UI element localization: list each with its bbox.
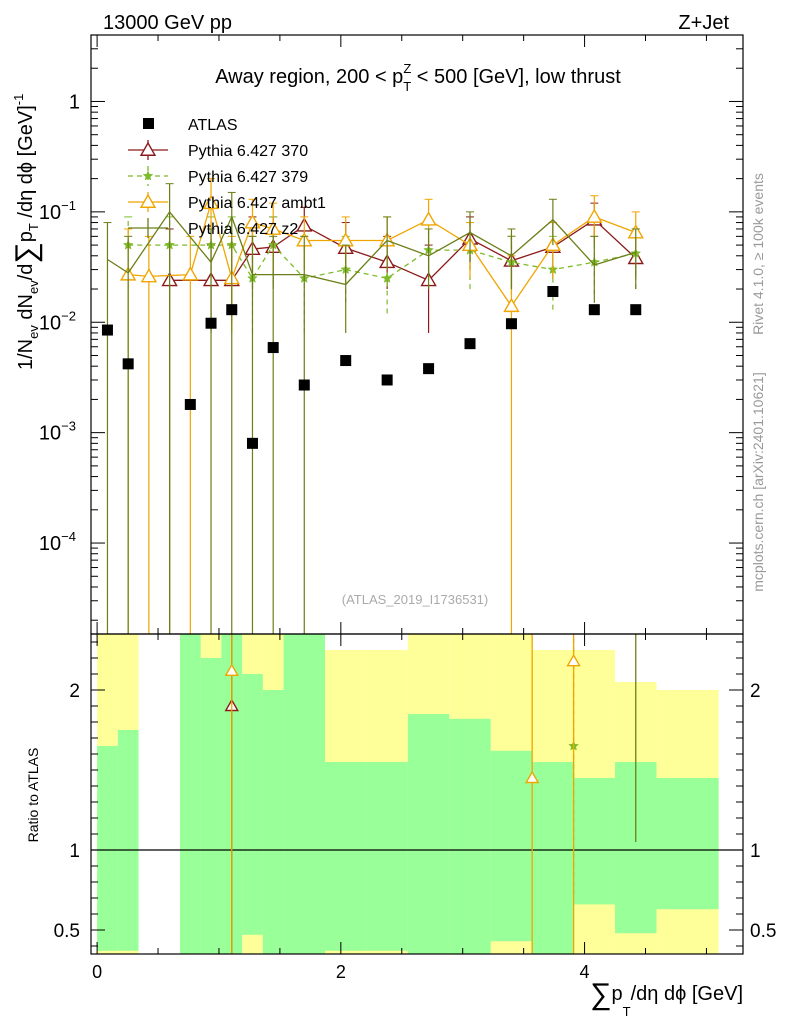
atlas-point-4: [184, 398, 196, 410]
atlas-point-8: [267, 342, 279, 354]
marker-pythia-6-427-ambt1-2: [182, 266, 199, 281]
ratio-band-green-1: [117, 730, 139, 951]
marker-pythia-6-427-ambt1-10: [420, 211, 437, 226]
legend-label-pythia-6-427-370: Pythia 6.427 370: [188, 143, 308, 160]
ratio-band-green-12: [407, 714, 450, 954]
legend-label-pythia-6-427-z2: Pythia 6.427 z2: [188, 221, 298, 238]
y-axis-label-main: 1/Nev dNev/d∑pT /dη dϕ [GeV]-1: [10, 94, 43, 370]
ratio-plot: [91, 634, 743, 954]
x-tick-label-0: 0: [92, 962, 102, 982]
y-tick-label-main-2: 10−2: [39, 308, 76, 334]
x-tick-label-2: 4: [580, 962, 590, 982]
analysis-watermark: (ATLAS_2019_I1736531): [342, 592, 488, 607]
header-energy: 13000 GeV pp: [103, 12, 232, 34]
marker-pythia-6-427-ambt1-6: [264, 220, 282, 235]
series-line-pythia-6-427-ambt1: [128, 200, 637, 308]
ratio-tick-label-left-1: 1: [69, 841, 80, 862]
y-tick-label-main-0: 1: [69, 91, 80, 113]
legend-label-pythia-6-427-ambt1: Pythia 6.427 ambt1: [188, 195, 326, 212]
ratio-tick-label-right-0: 2: [750, 681, 761, 702]
legend-marker-pythia-6-427-370: [139, 141, 157, 156]
x-axis-label: ∑pT/dη dϕ [GeV]: [590, 978, 743, 1019]
atlas-point-15: [547, 285, 559, 297]
marker-pythia-6-427-ambt1-12: [503, 297, 520, 313]
legend: ATLAS Pythia 6.427 370 Pythia 6.427 379 Pyt…: [128, 117, 326, 238]
ratio-tick-label-left-2: 0.5: [54, 921, 80, 942]
ratio-band-green-14: [490, 750, 533, 942]
header-process: Z+Jet: [678, 12, 729, 34]
ratio-band-green-16: [573, 778, 616, 905]
main-plot: [101, 178, 644, 634]
ratio-band-green-9: [283, 634, 325, 954]
ratio-marker-pythia-6-427-ambt1-0: [224, 663, 239, 676]
rivet-label: Rivet 4.1.0, ≥ 100k events: [750, 173, 766, 335]
atlas-point-5: [205, 317, 217, 329]
mcplots-label: mcplots.cern.ch [arXiv:2401.10621]: [750, 372, 766, 591]
marker-pythia-6-427-ambt1-14: [586, 208, 603, 223]
atlas-point-17: [630, 304, 642, 316]
ratio-band-green-4: [179, 634, 201, 954]
legend-marker-pythia-6-427-379: [142, 170, 154, 181]
ratio-marker-pythia-6-427-ambt1-2: [566, 653, 581, 667]
y-tick-label-main-3: 10−3: [39, 419, 76, 445]
chart-title: Away region, 200 < pZ T < 500 [GeV], low …: [215, 61, 621, 94]
axes: 0 2 4 1 10−1 10−2 10−3 10−4 2 2 1 1 0.5 0.5: [39, 34, 776, 982]
ratio-band-green-8: [262, 690, 284, 954]
atlas-point-6: [226, 304, 238, 316]
series-line-pythia-6-427-z2: [107, 210, 636, 286]
marker-pythia-6-427-ambt1-1: [140, 268, 158, 283]
y-axis-label-ratio: Ratio to ATLAS: [25, 748, 41, 843]
x-tick-label-1: 2: [336, 962, 346, 982]
ratio-tick-label-right-2: 0.5: [750, 921, 776, 942]
ratio-band-green-13: [449, 718, 491, 954]
ratio-band-green-11: [366, 762, 408, 951]
marker-pythia-6-427-ambt1-3: [202, 194, 220, 210]
y-tick-label-main-1: 10−1: [39, 198, 76, 224]
atlas-point-10: [340, 355, 352, 367]
ratio-band-green-10: [324, 762, 367, 951]
ratio-marker-pythia-6-427-ambt1-1: [524, 770, 540, 784]
legend-label-pythia-6-427-379: Pythia 6.427 379: [188, 169, 308, 186]
ratio-band-green-5: [200, 658, 222, 954]
atlas-point-14: [505, 318, 517, 330]
atlas-point-1: [122, 358, 134, 370]
atlas-point-11: [381, 374, 393, 386]
atlas-point-0: [101, 324, 113, 336]
atlas-point-16: [588, 304, 600, 316]
y-tick-label-main-4: 10−4: [39, 529, 76, 555]
legend-marker-atlas: [143, 118, 154, 129]
legend-label-atlas: ATLAS: [188, 117, 238, 134]
legend-marker-pythia-6-427-ambt1: [139, 193, 157, 208]
marker-pythia-6-427-379-8: [381, 272, 393, 283]
ratio-tick-label-left-0: 2: [69, 681, 80, 702]
ratio-band-green-15: [532, 762, 574, 954]
atlas-point-12: [423, 363, 435, 375]
ratio-band-green-18: [656, 778, 719, 910]
ratio-bands: [97, 634, 719, 954]
ratio-frame: [90, 633, 744, 955]
atlas-point-7: [246, 437, 258, 449]
ratio-tick-label-right-1: 1: [750, 841, 761, 862]
ratio-band-green-0: [97, 746, 118, 951]
atlas-point-13: [464, 338, 476, 350]
ratio-band-green-7: [242, 674, 263, 935]
marker-pythia-6-427-ambt1-5: [244, 214, 261, 229]
atlas-point-9: [298, 379, 310, 391]
